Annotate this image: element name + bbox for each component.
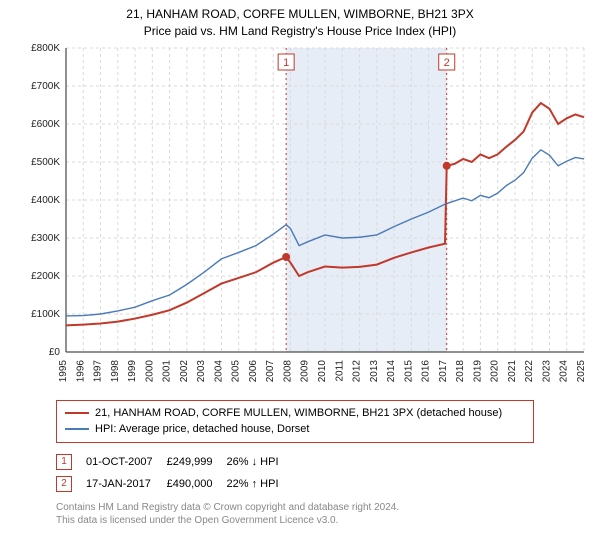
svg-text:1995: 1995 xyxy=(58,359,69,382)
marker-price: £249,999 xyxy=(167,451,227,473)
svg-text:1997: 1997 xyxy=(93,359,104,382)
svg-text:2004: 2004 xyxy=(213,359,224,382)
svg-text:2020: 2020 xyxy=(490,359,501,382)
svg-text:1999: 1999 xyxy=(127,359,138,382)
svg-text:2009: 2009 xyxy=(300,359,311,382)
svg-text:£100K: £100K xyxy=(31,309,60,320)
legend-swatch xyxy=(65,428,89,430)
attribution-footer: Contains HM Land Registry data © Crown c… xyxy=(56,501,600,527)
svg-text:1998: 1998 xyxy=(110,359,121,382)
legend-item: 21, HANHAM ROAD, CORFE MULLEN, WIMBORNE,… xyxy=(65,405,525,422)
svg-text:2008: 2008 xyxy=(282,359,293,382)
marker-row: 217-JAN-2017£490,00022% ↑ HPI xyxy=(56,473,293,495)
svg-text:2005: 2005 xyxy=(231,359,242,382)
svg-text:2024: 2024 xyxy=(559,359,570,382)
svg-text:2017: 2017 xyxy=(438,359,449,382)
svg-text:2001: 2001 xyxy=(162,359,173,382)
chart-titles: 21, HANHAM ROAD, CORFE MULLEN, WIMBORNE,… xyxy=(0,0,600,42)
svg-text:2019: 2019 xyxy=(472,359,483,382)
svg-text:£0: £0 xyxy=(49,347,61,358)
marker-num: 2 xyxy=(56,473,86,495)
svg-text:2010: 2010 xyxy=(317,359,328,382)
svg-text:2025: 2025 xyxy=(576,359,587,382)
svg-text:£600K: £600K xyxy=(31,119,60,130)
transaction-markers-table: 101-OCT-2007£249,99926% ↓ HPI217-JAN-201… xyxy=(56,451,293,495)
footer-line1: Contains HM Land Registry data © Crown c… xyxy=(56,501,600,514)
legend-label: HPI: Average price, detached house, Dors… xyxy=(95,421,309,438)
svg-text:2016: 2016 xyxy=(421,359,432,382)
footer-line2: This data is licensed under the Open Gov… xyxy=(56,514,600,527)
svg-text:1: 1 xyxy=(283,57,289,69)
marker-date: 17-JAN-2017 xyxy=(86,473,167,495)
title-line2: Price paid vs. HM Land Registry's House … xyxy=(0,23,600,40)
marker-delta: 26% ↓ HPI xyxy=(227,451,293,473)
svg-text:2000: 2000 xyxy=(144,359,155,382)
svg-text:£700K: £700K xyxy=(31,81,60,92)
marker-delta: 22% ↑ HPI xyxy=(227,473,293,495)
marker-price: £490,000 xyxy=(167,473,227,495)
svg-text:2002: 2002 xyxy=(179,359,190,382)
legend-label: 21, HANHAM ROAD, CORFE MULLEN, WIMBORNE,… xyxy=(95,405,502,422)
svg-text:2023: 2023 xyxy=(541,359,552,382)
price-vs-hpi-chart: £0 £100K £200K £300K £400K £500K £600K £700K £80… xyxy=(10,42,590,392)
svg-text:2022: 2022 xyxy=(524,359,535,382)
legend-swatch xyxy=(65,412,89,414)
svg-text:2006: 2006 xyxy=(248,359,259,382)
svg-text:2011: 2011 xyxy=(334,359,345,381)
svg-text:£200K: £200K xyxy=(31,271,60,282)
chart-container: £0 £100K £200K £300K £400K £500K £600K £700K £80… xyxy=(10,42,590,392)
svg-text:2013: 2013 xyxy=(369,359,380,382)
svg-text:2003: 2003 xyxy=(196,359,207,382)
svg-text:2021: 2021 xyxy=(507,359,518,382)
marker-num: 1 xyxy=(56,451,86,473)
legend: 21, HANHAM ROAD, CORFE MULLEN, WIMBORNE,… xyxy=(56,400,534,443)
svg-text:2018: 2018 xyxy=(455,359,466,382)
svg-text:2014: 2014 xyxy=(386,359,397,382)
svg-text:£400K: £400K xyxy=(31,195,60,206)
svg-text:£500K: £500K xyxy=(31,157,60,168)
svg-text:£800K: £800K xyxy=(31,43,60,54)
svg-text:2015: 2015 xyxy=(403,359,414,382)
marker-row: 101-OCT-2007£249,99926% ↓ HPI xyxy=(56,451,293,473)
marker-date: 01-OCT-2007 xyxy=(86,451,167,473)
svg-text:£300K: £300K xyxy=(31,233,60,244)
svg-text:2007: 2007 xyxy=(265,359,276,382)
title-line1: 21, HANHAM ROAD, CORFE MULLEN, WIMBORNE,… xyxy=(0,6,600,23)
svg-text:2: 2 xyxy=(444,57,450,69)
svg-text:1996: 1996 xyxy=(75,359,86,382)
svg-text:2012: 2012 xyxy=(352,359,363,382)
legend-item: HPI: Average price, detached house, Dors… xyxy=(65,421,525,438)
